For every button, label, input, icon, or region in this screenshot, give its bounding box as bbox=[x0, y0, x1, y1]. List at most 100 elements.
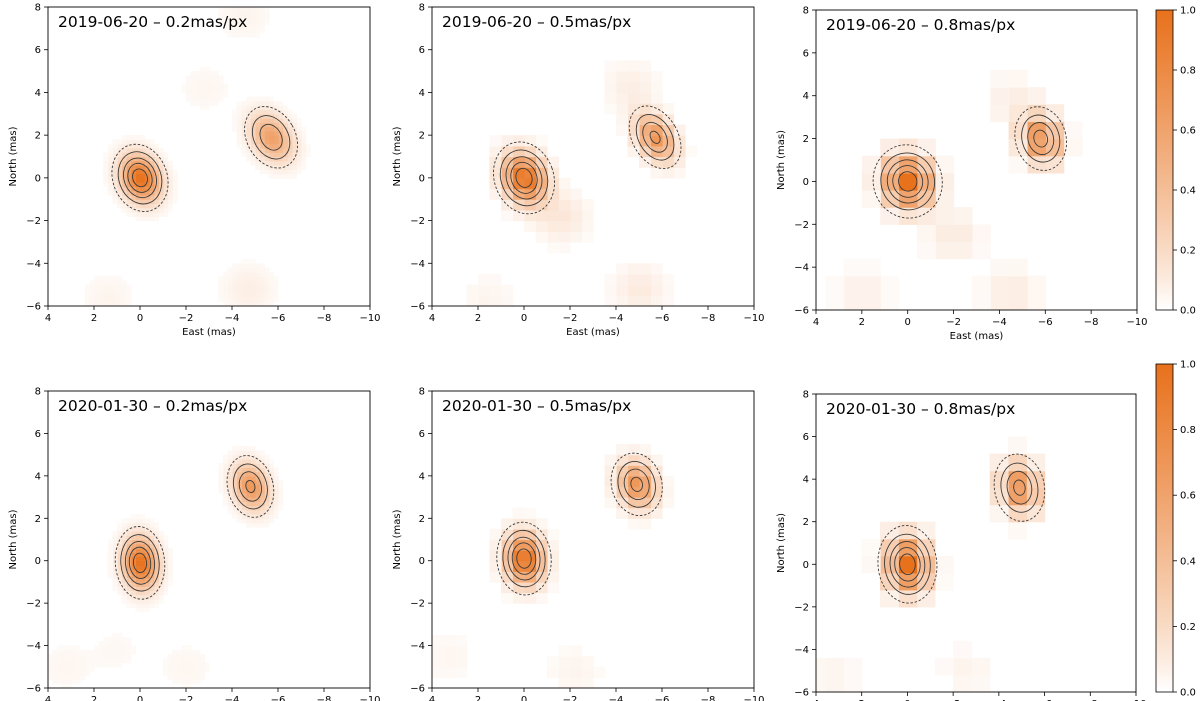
heatmap-pixel bbox=[126, 301, 132, 306]
heatmap-pixel bbox=[140, 543, 146, 549]
heatmap-pixel bbox=[149, 212, 155, 217]
heatmap-pixel bbox=[232, 109, 238, 115]
panel-title: 2019-06-20 – 0.8mas/px bbox=[826, 16, 1015, 34]
heatmap-pixel bbox=[57, 654, 63, 659]
heatmap-pixel bbox=[236, 446, 242, 451]
heatmap-pixel bbox=[245, 7, 251, 12]
heatmap-pixel bbox=[218, 471, 224, 477]
heatmap-pixel bbox=[163, 552, 169, 558]
heatmap-pixel bbox=[158, 207, 164, 213]
heatmap-pixel bbox=[121, 203, 127, 209]
heatmap-pixel bbox=[163, 535, 169, 541]
heatmap-pixel bbox=[163, 573, 169, 579]
heatmap-pixel bbox=[130, 594, 136, 600]
heatmap-pixel bbox=[245, 15, 251, 21]
heatmap-pixel bbox=[61, 662, 67, 668]
heatmap-pixel bbox=[250, 147, 256, 153]
heatmap-pixel bbox=[89, 297, 95, 303]
heatmap-pixel bbox=[825, 657, 845, 676]
heatmap-pixel bbox=[489, 560, 502, 572]
heatmap-pixel bbox=[103, 641, 109, 647]
heatmap-pixel bbox=[144, 581, 150, 587]
heatmap-pixel bbox=[117, 301, 123, 306]
heatmap-pixel bbox=[158, 203, 164, 209]
heatmap-pixel bbox=[149, 552, 155, 558]
heatmap-pixel bbox=[112, 573, 118, 579]
heatmap-pixel bbox=[558, 656, 571, 668]
contours bbox=[493, 105, 682, 215]
heatmap-pixel bbox=[259, 135, 265, 141]
heatmap-pixel bbox=[535, 209, 548, 222]
heatmap bbox=[432, 444, 675, 688]
heatmap-pixel bbox=[673, 124, 686, 136]
contour-line bbox=[123, 157, 157, 199]
heatmap-pixel bbox=[880, 275, 900, 294]
heatmap-pixel bbox=[135, 603, 141, 608]
heatmap-pixel bbox=[71, 671, 77, 676]
contour-line bbox=[114, 526, 166, 600]
heatmap-pixel bbox=[241, 118, 247, 123]
heatmap-pixel bbox=[273, 484, 279, 490]
x-tick-label: −4 bbox=[225, 695, 240, 701]
heatmap-pixel bbox=[126, 160, 132, 166]
heatmap-pixel bbox=[236, 118, 242, 123]
heatmap-pixel bbox=[524, 220, 537, 232]
heatmap-pixel bbox=[241, 501, 247, 507]
heatmap-pixel bbox=[250, 497, 256, 502]
heatmap-pixel bbox=[222, 280, 228, 286]
heatmap-pixel bbox=[222, 83, 228, 89]
heatmap-pixel bbox=[616, 273, 629, 286]
heatmap-pixel bbox=[181, 658, 187, 664]
x-tick-label: −6 bbox=[271, 313, 286, 324]
heatmap-pixel bbox=[916, 572, 936, 591]
heatmap-pixel bbox=[126, 598, 132, 604]
contour-line bbox=[505, 156, 543, 200]
heatmap-pixel bbox=[103, 637, 109, 642]
heatmap-pixel bbox=[547, 199, 560, 211]
heatmap-pixel bbox=[255, 267, 261, 273]
heatmap-pixel bbox=[250, 139, 256, 145]
heatmap-pixel bbox=[268, 143, 274, 149]
heatmap-pixel bbox=[535, 199, 548, 211]
heatmap-pixel bbox=[232, 509, 238, 515]
contour-line bbox=[1000, 462, 1039, 513]
heatmap-pixel bbox=[199, 105, 205, 111]
heatmap-pixel bbox=[305, 147, 311, 153]
heatmap-pixel bbox=[89, 301, 95, 306]
heatmap-pixel bbox=[126, 637, 132, 642]
heatmap-pixel bbox=[639, 444, 652, 456]
heatmap-pixel bbox=[107, 662, 113, 668]
heatmap-pixel bbox=[163, 186, 169, 192]
heatmap-pixel bbox=[301, 126, 307, 132]
heatmap-pixel bbox=[255, 147, 261, 153]
heatmap-pixel bbox=[227, 492, 233, 498]
heatmap-pixel bbox=[255, 276, 261, 281]
heatmap-pixel bbox=[287, 113, 293, 119]
heatmap-pixel bbox=[218, 297, 224, 303]
x-tick-label: −2 bbox=[946, 317, 961, 328]
heatmap-pixel bbox=[241, 109, 247, 115]
contour-line bbox=[132, 552, 148, 573]
heatmap-pixel bbox=[140, 190, 146, 196]
y-tick-label: 4 bbox=[803, 475, 809, 486]
heatmap-pixel bbox=[616, 71, 629, 83]
x-tick-label: −10 bbox=[1125, 699, 1146, 701]
heatmap-pixel bbox=[135, 156, 141, 162]
heatmap-pixel bbox=[273, 284, 279, 290]
heatmap-pixel bbox=[144, 203, 150, 209]
heatmap-pixel bbox=[524, 581, 537, 594]
heatmap-pixel bbox=[236, 288, 242, 294]
heatmap-pixel bbox=[650, 92, 663, 104]
heatmap-pixel bbox=[250, 297, 256, 303]
heatmap-pixel bbox=[524, 199, 537, 211]
heatmap-pixel bbox=[512, 571, 525, 583]
heatmap-pixel bbox=[264, 280, 270, 286]
heatmap-pixel bbox=[107, 569, 113, 575]
heatmap-pixel bbox=[140, 607, 146, 613]
heatmap-pixel bbox=[117, 637, 123, 642]
heatmap-pixel bbox=[84, 284, 90, 290]
heatmap-pixel bbox=[250, 522, 256, 528]
heatmap-pixel bbox=[291, 135, 297, 141]
